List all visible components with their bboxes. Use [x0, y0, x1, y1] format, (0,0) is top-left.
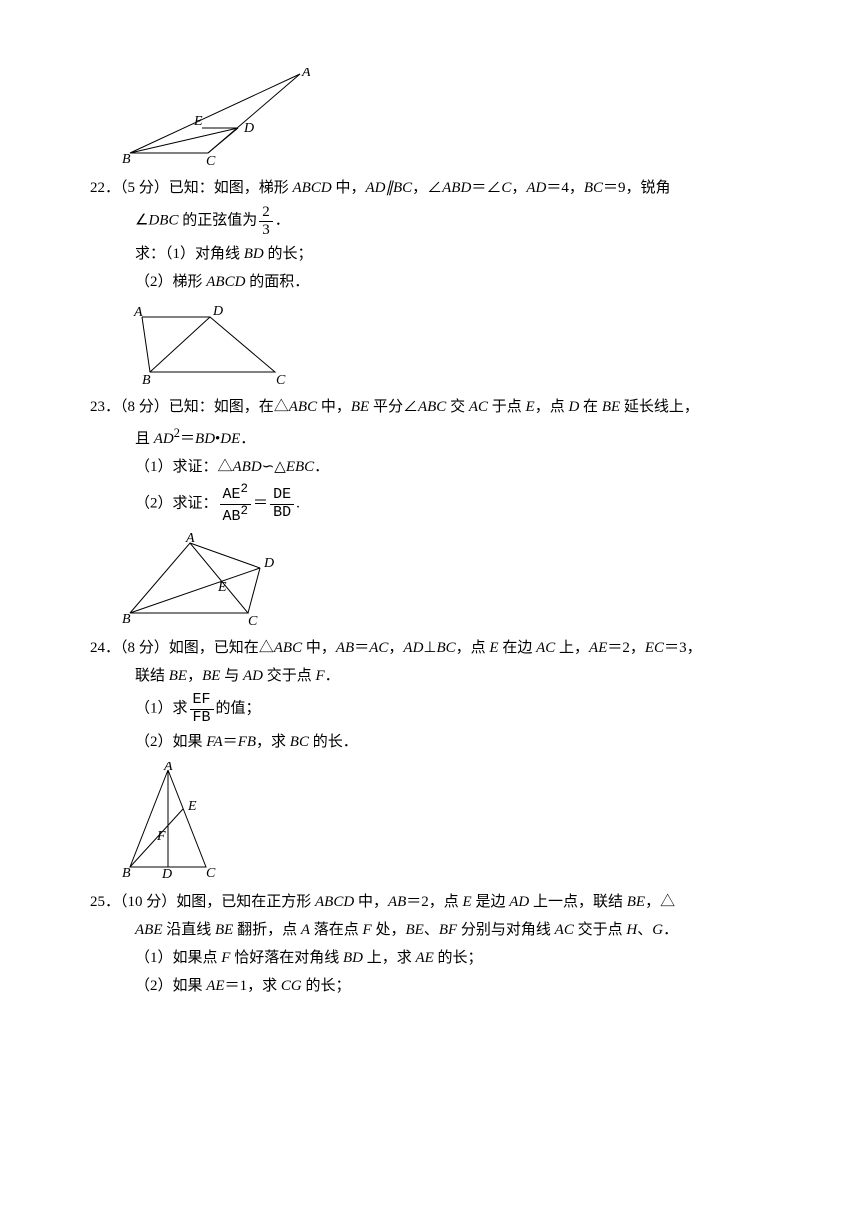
problem-23-q1: （1）求证：△ABD∽△EBC． [90, 455, 770, 479]
problem-25-line2: ABE 沿直线 BE 翻折，点 A 落在点 F 处，BE、BF 分别与对角线 A… [90, 918, 770, 942]
svg-text:F: F [156, 829, 166, 844]
svg-text:E: E [193, 114, 203, 129]
problem-22-q2: （2）梯形 ABCD 的面积． [90, 270, 770, 294]
problem-24-q2: （2）如果 FA＝FB，求 BC 的长． [90, 730, 770, 754]
svg-text:E: E [187, 799, 197, 814]
problem-25-q2: （2）如果 AE＝1，求 CG 的长； [90, 974, 770, 998]
svg-text:B: B [122, 612, 131, 627]
problem-25-q1: （1）如果点 F 恰好落在对角线 BD 上，求 AE 的长； [90, 946, 770, 970]
svg-text:C: C [206, 866, 216, 881]
problem-24-line1: 24．（8 分）如图，已知在△ABC 中，AB＝AC，AD⊥BC，点 E 在边 … [90, 636, 770, 660]
problem-24-q1: （1）求EFFB的值； [90, 692, 770, 726]
svg-text:B: B [122, 152, 131, 167]
figure-21: A B C D E [120, 68, 770, 168]
problem-25-line1: 25．（10 分）如图，已知在正方形 ABCD 中，AB＝2，点 E 是边 AD… [90, 890, 770, 914]
problem-22-line2: ∠DBC 的正弦值为23． [90, 204, 770, 238]
problem-23-line2: 且 AD2＝BD•DE． [90, 423, 770, 451]
svg-text:A: A [133, 305, 143, 320]
problem-22-q1: 求：（1）对角线 BD 的长； [90, 242, 770, 266]
problem-24-line2: 联结 BE，BE 与 AD 交于点 F． [90, 664, 770, 688]
svg-text:D: D [263, 556, 274, 571]
svg-text:A: A [301, 68, 310, 80]
problem-23-q2: （2）求证：AE2AB2＝DEBD. [90, 483, 770, 525]
problem-22-line1: 22．（5 分）已知：如图，梯形 ABCD 中，AD∥BC，∠ABD＝∠C，AD… [90, 176, 770, 200]
figure-23: A B C D E [120, 533, 770, 628]
svg-text:B: B [142, 373, 151, 387]
svg-text:C: C [248, 614, 258, 628]
svg-text:A: A [163, 762, 173, 774]
svg-text:D: D [243, 121, 254, 136]
figure-24: A B C D E F [120, 762, 770, 882]
problem-23-line1: 23．（8 分）已知：如图，在△ABC 中，BE 平分∠ABC 交 AC 于点 … [90, 395, 770, 419]
svg-text:C: C [206, 154, 216, 168]
svg-text:D: D [161, 867, 172, 882]
svg-text:B: B [122, 866, 131, 881]
svg-text:C: C [276, 373, 286, 387]
svg-text:A: A [185, 533, 195, 546]
svg-text:E: E [217, 580, 227, 595]
figure-22: A D B C [120, 302, 770, 387]
svg-text:D: D [212, 304, 223, 319]
